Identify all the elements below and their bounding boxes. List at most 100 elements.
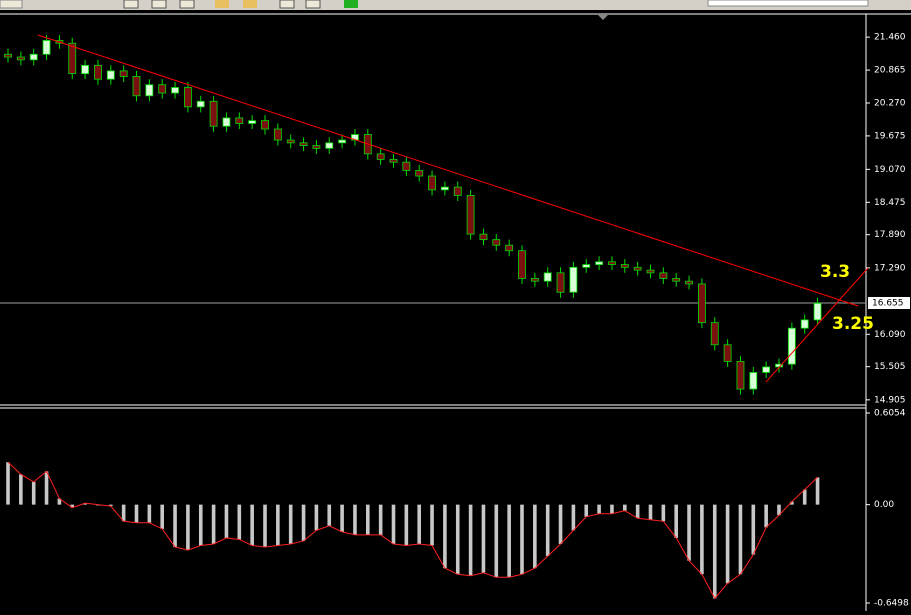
y-tick-label: 18.475 (874, 198, 906, 208)
histogram-bar (378, 504, 383, 535)
candle-body (608, 261, 616, 265)
histogram-bar (109, 504, 113, 507)
toolbar (0, 0, 911, 10)
histogram-bar (455, 504, 460, 575)
candle-body (646, 269, 655, 274)
toolbar-button[interactable] (0, 0, 23, 9)
histogram-bar (545, 504, 550, 557)
histogram-bar (57, 498, 62, 505)
histogram-bar (31, 481, 36, 505)
y-tick-label: 0.6054 (874, 409, 906, 419)
histogram-bar (507, 504, 511, 578)
candle-body (248, 120, 257, 124)
y-tick-label: 17.890 (874, 230, 906, 240)
histogram-bar (700, 504, 704, 575)
histogram-bar (340, 504, 344, 532)
histogram-bar (802, 489, 807, 505)
toolbar-button[interactable] (305, 0, 321, 9)
candle-body (286, 139, 295, 144)
candle-body (518, 250, 526, 279)
candle-body (312, 145, 321, 149)
histogram-bar (725, 504, 730, 584)
histogram-bar (327, 504, 332, 526)
candle-body (16, 56, 25, 61)
y-tick-label: 14.905 (874, 395, 906, 405)
histogram-bar (430, 504, 434, 546)
histogram-bar (661, 504, 666, 522)
y-tick-label: 19.070 (874, 165, 906, 175)
candle-body (710, 322, 719, 346)
histogram-bar (366, 504, 370, 535)
candle-body (145, 84, 154, 97)
histogram-bar (764, 504, 768, 528)
histogram-bar (353, 504, 357, 535)
histogram-bar (815, 477, 820, 505)
trend-line (765, 267, 869, 383)
histogram-bar (224, 504, 229, 538)
histogram-bar (597, 504, 601, 514)
candle-body (492, 239, 501, 246)
current-price-box (868, 297, 910, 310)
histogram-bar (6, 462, 10, 505)
histogram-bar (468, 504, 473, 576)
candle-body (42, 40, 51, 55)
candle-body (736, 360, 745, 390)
signal-line (7, 461, 818, 600)
candle-body (261, 120, 269, 130)
y-tick-label: 20.270 (874, 98, 906, 108)
histogram-bar (648, 504, 653, 520)
histogram-bar (674, 504, 678, 538)
candle-body (415, 170, 424, 177)
candle-body (466, 194, 475, 235)
histogram-bar (404, 504, 409, 546)
candle-body (376, 153, 385, 160)
candle-body (158, 84, 167, 94)
y-tick-label: -0.6498 (874, 599, 909, 609)
histogram-bar (494, 504, 499, 578)
histogram-bar (610, 504, 614, 514)
shift-marker (598, 15, 608, 20)
price-panel: 21.460 20.865 20.270 19.675 19.070 18.475 17.8… (0, 33, 910, 405)
toolbar-button[interactable] (279, 0, 295, 9)
histogram-bar (276, 504, 280, 546)
histogram-bar (738, 504, 743, 575)
histogram-bar (121, 504, 126, 522)
candle-body (582, 264, 591, 268)
candle-body (338, 139, 347, 144)
candle-body (171, 87, 179, 94)
candle-body (672, 277, 681, 282)
toolbar-button[interactable] (215, 0, 229, 8)
candle-body (787, 327, 796, 365)
histogram-bar (70, 504, 75, 508)
current-price-label: 16.655 (872, 299, 904, 309)
candle-body (479, 233, 488, 241)
candle-body (723, 344, 732, 362)
candle-body (183, 87, 192, 108)
candle-body (68, 42, 77, 75)
toolbar-button[interactable] (123, 0, 139, 9)
candle-body (685, 280, 693, 285)
candle-body (659, 272, 668, 279)
histogram-bar (147, 504, 152, 523)
candle-body (209, 100, 218, 127)
histogram-bar (635, 504, 640, 519)
toolbar-button[interactable] (151, 0, 167, 9)
candle-body (222, 117, 231, 127)
candle-body (4, 53, 12, 58)
trend-line (37, 34, 859, 307)
candle-body (325, 142, 334, 149)
candle-body (569, 266, 578, 293)
toolbar-button[interactable] (179, 0, 195, 9)
histogram-bar (83, 503, 87, 505)
histogram-bar (790, 501, 794, 505)
toolbar-button[interactable] (243, 0, 257, 8)
histogram-bar (481, 504, 486, 573)
candle-body (29, 53, 38, 61)
histogram-bar (623, 504, 627, 511)
candle-body (389, 159, 398, 163)
toolbar-field[interactable] (707, 0, 869, 7)
histogram-bar (777, 504, 781, 516)
toolbar-button[interactable] (344, 0, 358, 8)
candle-body (196, 100, 205, 108)
